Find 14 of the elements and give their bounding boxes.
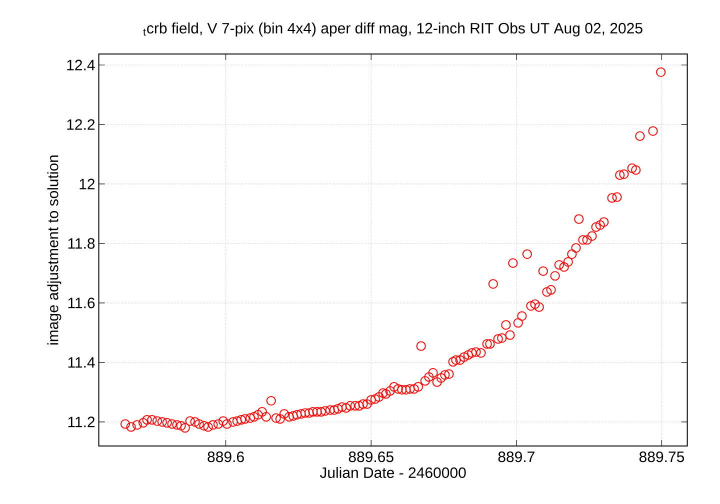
y-tick-label: 12.2 xyxy=(67,119,95,130)
y-tick-label: 11.2 xyxy=(68,416,95,428)
y-axis-title: image adjustment to solution xyxy=(47,156,62,344)
y-tick-label: 11.4 xyxy=(68,357,95,368)
x-axis-title: Julian Date - 2460000 xyxy=(320,466,466,478)
x-tick-label: 889.6 xyxy=(208,452,244,462)
x-tick-label: 889.75 xyxy=(639,452,684,462)
x-tick-label: 889.65 xyxy=(348,452,394,462)
y-tick-label: 12 xyxy=(80,178,95,190)
y-tick-label: 11.8 xyxy=(68,238,95,249)
y-tick-label: 12.4 xyxy=(67,60,95,70)
x-tick-label: 889.7 xyxy=(498,452,534,462)
y-tick-label: 11.6 xyxy=(68,298,95,308)
chart-title: $_{t}$crb field, V 7-pix (bin 4x4) aper diff mag, 12-inch RIT Obs UT Aug 02, 2025 xyxy=(143,22,642,36)
